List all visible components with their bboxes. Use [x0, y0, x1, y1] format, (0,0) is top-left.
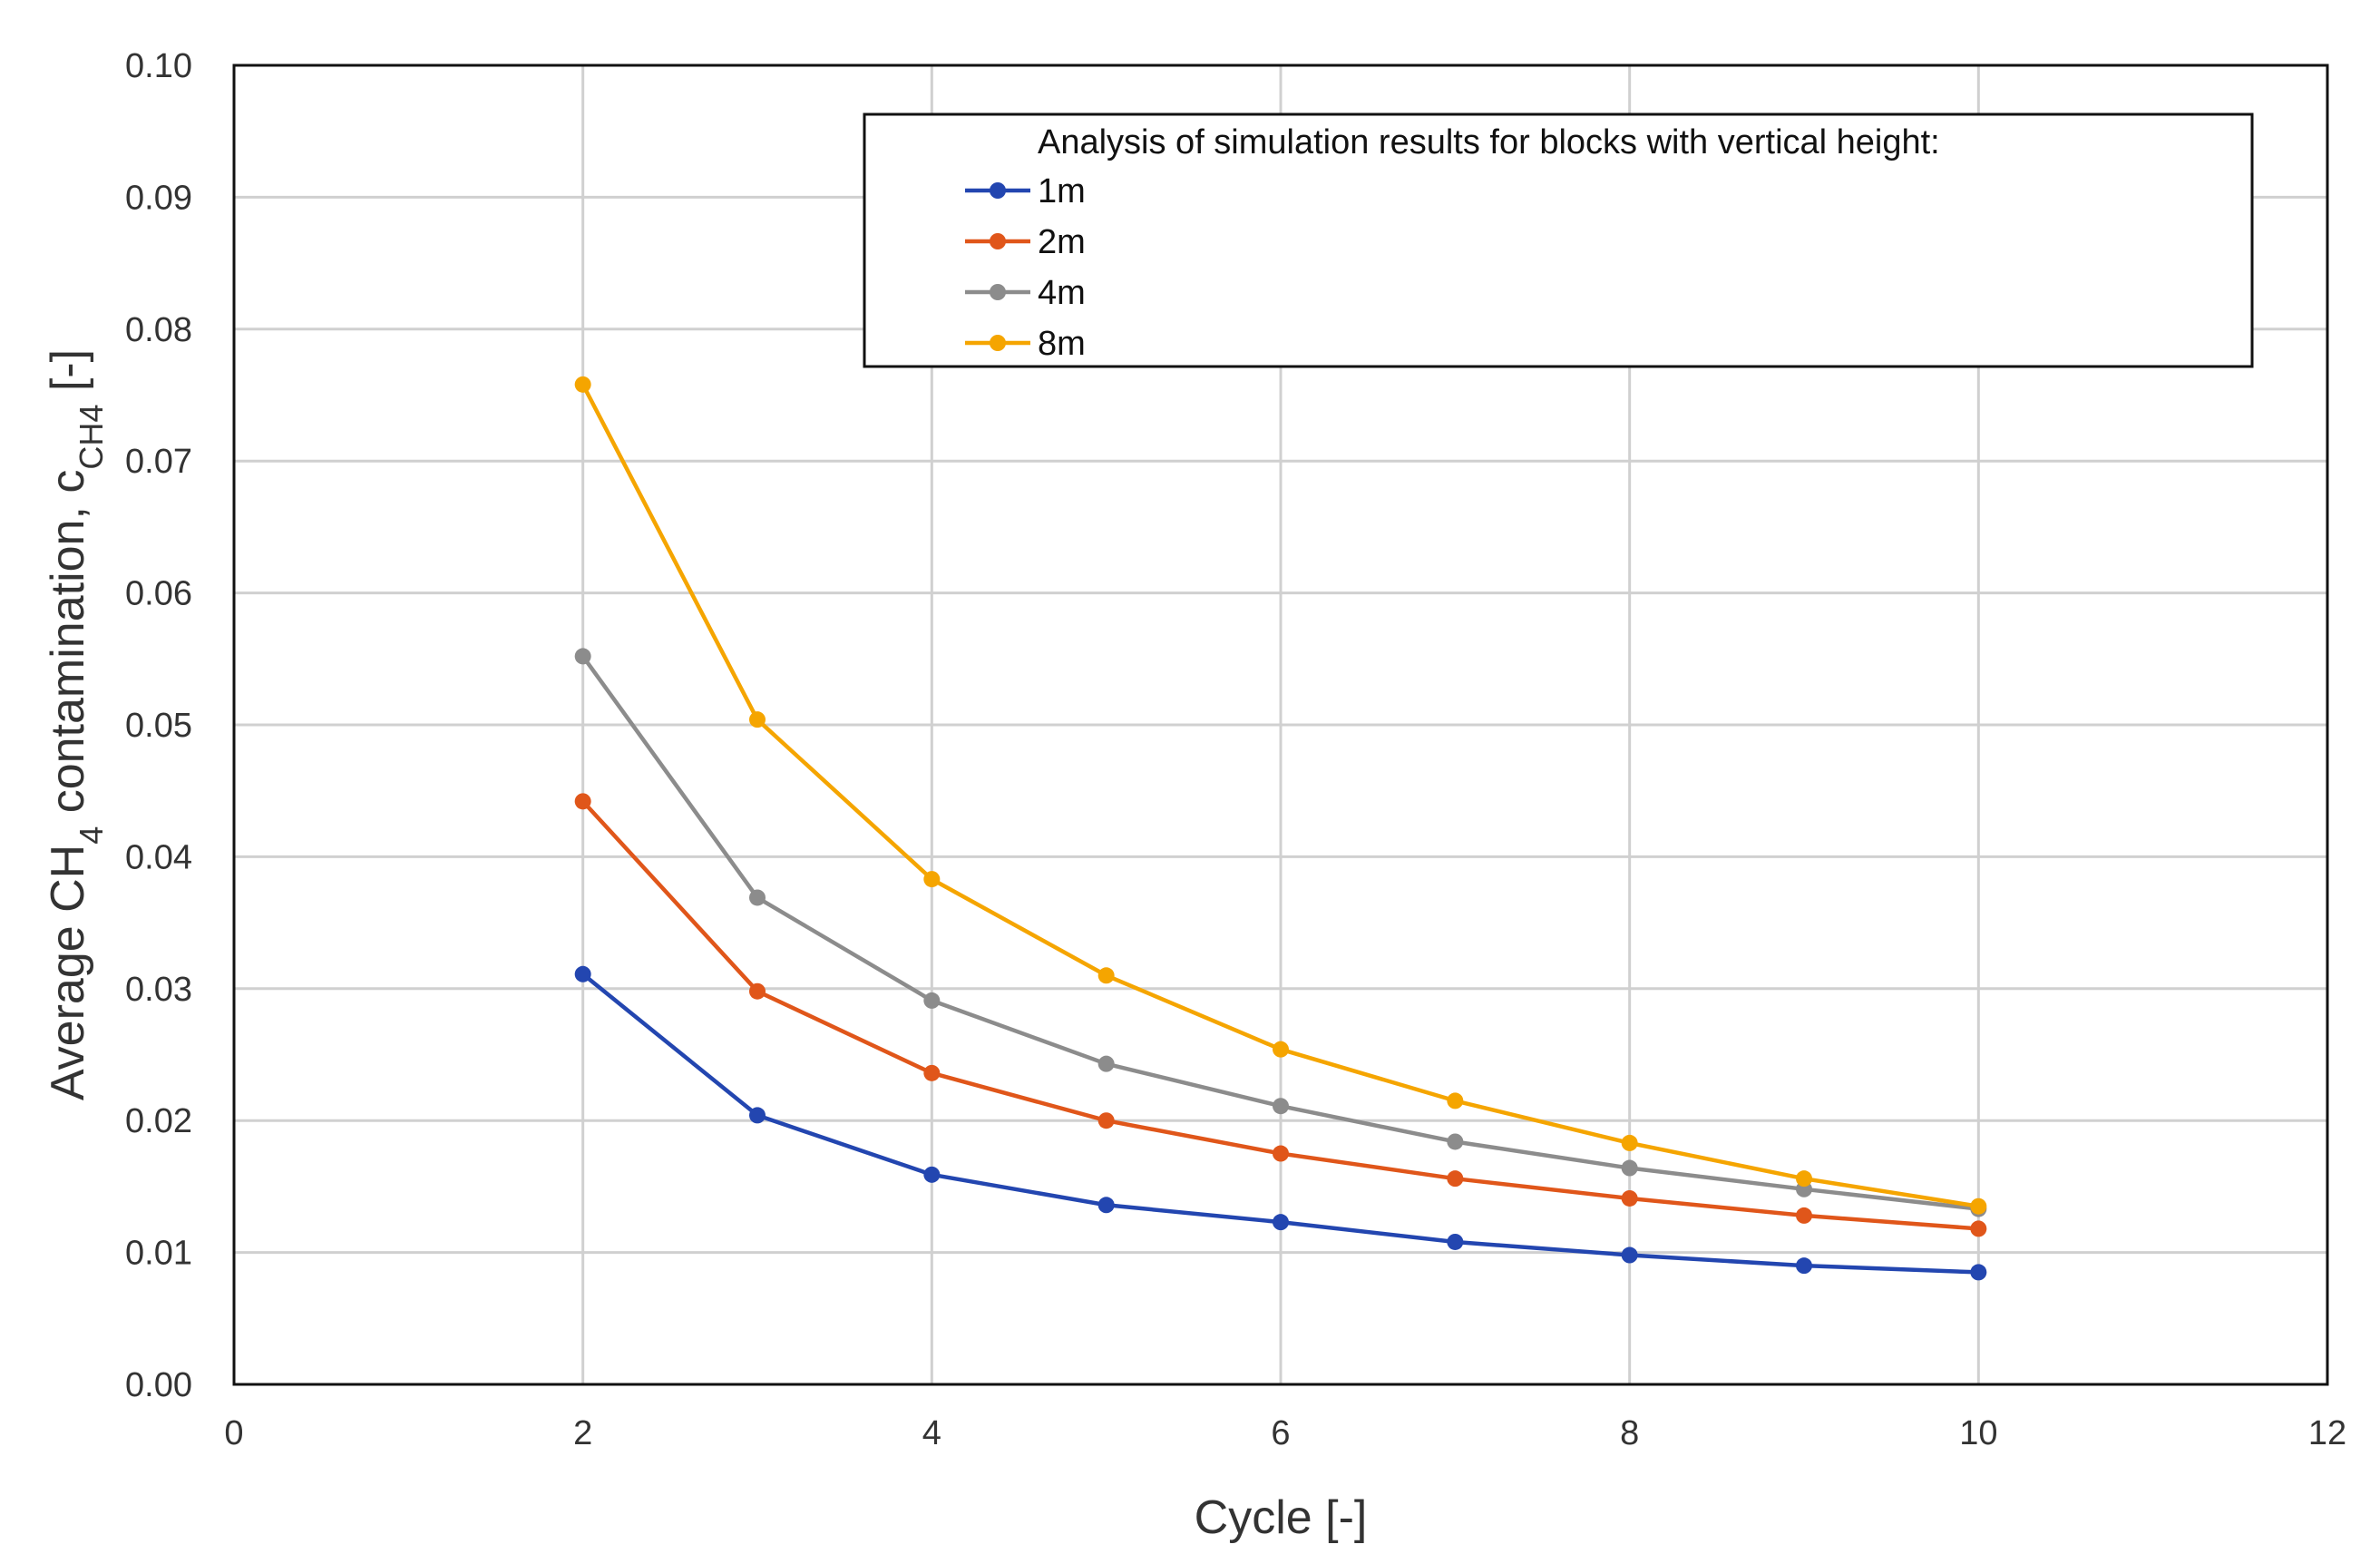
legend-item-4m: 4m [965, 274, 1086, 312]
y-axis-title-symbol-subscript: CH4 [73, 405, 110, 470]
data-point-1m [1970, 1264, 1987, 1281]
x-tick-label: 2 [573, 1414, 592, 1452]
legend-item-8m: 8m [965, 325, 1086, 363]
data-point-2m [749, 982, 766, 1000]
data-point-1m [1796, 1257, 1812, 1275]
y-axis-title-middle: contamination, c [42, 470, 94, 826]
data-point-4m [923, 992, 941, 1009]
legend-label: 8m [1038, 325, 1086, 363]
gridlines [234, 65, 2327, 1384]
data-point-4m [1621, 1159, 1638, 1177]
data-point-2m [1970, 1220, 1987, 1237]
x-tick-label: 8 [1620, 1414, 1639, 1452]
data-point-1m [1097, 1197, 1115, 1214]
data-point-4m [1097, 1055, 1115, 1072]
y-tick-label: 0.03 [125, 971, 192, 1009]
data-point-1m [749, 1107, 766, 1124]
data-point-8m [1796, 1170, 1812, 1188]
legend-box [863, 112, 2254, 368]
legend-swatch-marker [990, 284, 1006, 300]
axis-ticks: 0.00 0.01 0.02 0.03 0.04 0.05 0.06 0.07 0.08 0.09… [125, 47, 2346, 1452]
x-tick-label: 10 [1959, 1414, 1997, 1452]
data-point-8m [749, 711, 766, 728]
data-point-2m [1621, 1189, 1638, 1207]
x-tick-label: 12 [2308, 1414, 2346, 1452]
y-tick-label: 0.01 [125, 1235, 192, 1273]
data-point-8m [1970, 1197, 1987, 1215]
data-point-1m [923, 1166, 941, 1183]
series-2m [574, 793, 1987, 1237]
data-point-8m [1447, 1092, 1464, 1109]
x-tick-label: 0 [224, 1414, 243, 1452]
y-axis-title-prefix-subscript: 4 [73, 826, 110, 845]
y-tick-label: 0.02 [125, 1102, 192, 1140]
y-tick-label: 0.09 [125, 179, 192, 217]
data-point-8m [1097, 967, 1115, 984]
data-point-4m [1273, 1098, 1289, 1115]
data-point-2m [1447, 1170, 1464, 1188]
data-point-2m [1796, 1207, 1812, 1224]
legend-swatch-marker [990, 182, 1006, 199]
plot-area-frame [232, 64, 2329, 1386]
y-axis-title: Average CH4 contamination, cCH4 [-] [42, 349, 110, 1100]
legend-swatch-marker [990, 233, 1006, 249]
data-point-1m [574, 965, 591, 982]
x-axis-title: Cycle [-] [1195, 1491, 1368, 1544]
x-tick-label: 4 [922, 1414, 941, 1452]
y-tick-label: 0.04 [125, 838, 192, 876]
series-8m [574, 376, 1987, 1215]
legend: Analysis of simulation results for block… [863, 112, 2254, 368]
x-tick-label: 6 [1271, 1414, 1290, 1452]
series-1m [574, 965, 1987, 1281]
data-point-8m [574, 376, 591, 393]
data-point-1m [1273, 1214, 1289, 1231]
legend-title: Analysis of simulation results for block… [1038, 123, 1940, 161]
data-point-8m [1273, 1041, 1289, 1058]
series-layer [574, 376, 1987, 1281]
legend-item-1m: 1m [965, 172, 1086, 210]
y-tick-label: 0.00 [125, 1366, 192, 1404]
y-tick-label: 0.06 [125, 575, 192, 613]
data-point-4m [1447, 1133, 1464, 1150]
data-point-2m [923, 1064, 941, 1081]
data-point-2m [574, 793, 591, 810]
data-point-4m [749, 889, 766, 906]
legend-label: 4m [1038, 274, 1086, 312]
y-tick-label: 0.07 [125, 443, 192, 481]
data-point-1m [1621, 1246, 1638, 1264]
y-axis-title-suffix: [-] [42, 349, 94, 405]
y-tick-label: 0.05 [125, 707, 192, 745]
legend-swatch-marker [990, 335, 1006, 351]
series-4m [574, 648, 1987, 1217]
data-point-8m [1621, 1134, 1638, 1151]
legend-item-2m: 2m [965, 223, 1086, 261]
data-point-1m [1447, 1233, 1464, 1250]
legend-label: 2m [1038, 223, 1086, 261]
legend-label: 1m [1038, 172, 1086, 210]
data-point-2m [1097, 1112, 1115, 1129]
data-point-8m [923, 871, 941, 888]
legend-items: 1m 2m 4m 8m [965, 172, 1086, 363]
y-axis-title-prefix: Average CH [42, 845, 94, 1100]
data-point-4m [574, 648, 591, 665]
y-tick-label: 0.08 [125, 311, 192, 349]
y-tick-label: 0.10 [125, 47, 192, 85]
data-point-2m [1273, 1145, 1289, 1162]
